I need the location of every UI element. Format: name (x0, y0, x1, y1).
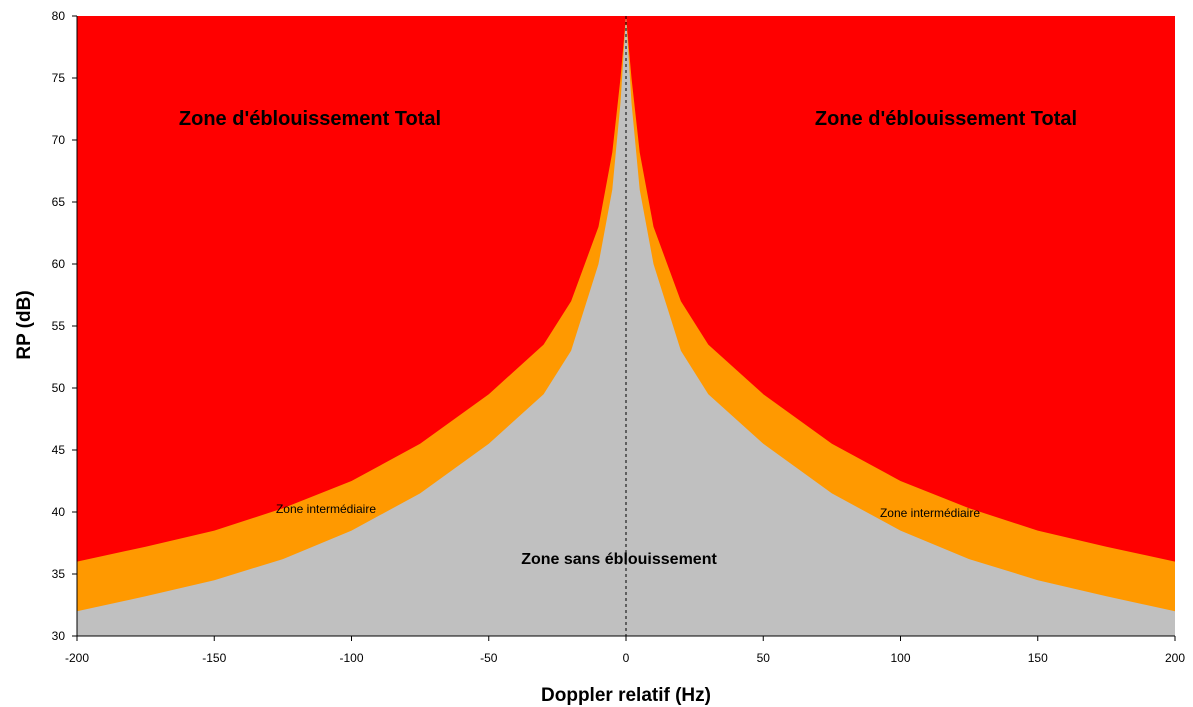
intermediate-zone-label-left: Zone intermédiaire (276, 502, 376, 516)
y-tick-label: 50 (52, 381, 66, 395)
x-tick-label: 100 (890, 651, 910, 665)
y-tick-label: 35 (52, 567, 66, 581)
y-tick-label: 55 (52, 319, 66, 333)
no-glare-zone-label: Zone sans éblouissement (521, 551, 717, 568)
x-axis-ticks: -200 -150 -100 -50 0 50 100 150 200 (65, 636, 1185, 665)
y-axis-ticks: 30 35 40 45 50 55 60 65 70 75 80 (52, 9, 77, 643)
x-tick-label: 200 (1165, 651, 1185, 665)
y-axis-title: RP (dB) (14, 290, 35, 359)
x-tick-label: -200 (65, 651, 89, 665)
x-tick-label: 150 (1028, 651, 1048, 665)
y-tick-label: 70 (52, 133, 66, 147)
x-tick-label: -50 (480, 651, 498, 665)
x-tick-label: 50 (757, 651, 771, 665)
y-tick-label: 40 (52, 505, 66, 519)
y-tick-label: 30 (52, 629, 66, 643)
total-glare-label-right: Zone d'éblouissement Total (815, 108, 1077, 130)
y-tick-label: 75 (52, 71, 66, 85)
y-tick-label: 80 (52, 9, 66, 23)
x-axis-title: Doppler relatif (Hz) (541, 685, 711, 706)
y-tick-label: 65 (52, 195, 66, 209)
x-tick-label: -150 (202, 651, 226, 665)
x-tick-label: 0 (623, 651, 630, 665)
y-tick-label: 45 (52, 443, 66, 457)
intermediate-zone-label-right: Zone intermédiaire (880, 506, 980, 520)
total-glare-label-left: Zone d'éblouissement Total (179, 108, 441, 130)
no-glare-zone-area (77, 16, 1175, 636)
x-tick-label: -100 (339, 651, 363, 665)
y-tick-label: 60 (52, 257, 66, 271)
